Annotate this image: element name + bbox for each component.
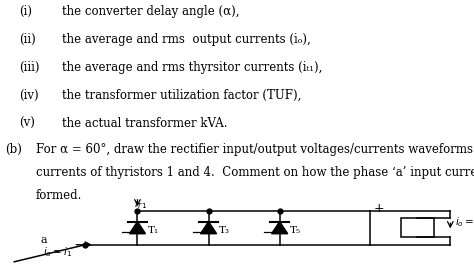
Text: formed.: formed. [36,189,82,202]
Text: (v): (v) [19,117,35,130]
Text: T₃: T₃ [219,226,230,235]
Polygon shape [129,222,146,234]
Text: T₁: T₁ [148,226,159,235]
Text: For α = 60°, draw the rectifier input/output voltages/currents waveforms and the: For α = 60°, draw the rectifier input/ou… [36,143,474,156]
Text: the transformer utilization factor (TUF),: the transformer utilization factor (TUF)… [62,89,301,102]
Text: the actual transformer kVA.: the actual transformer kVA. [62,117,227,130]
Polygon shape [272,222,288,234]
Bar [401,218,434,237]
Text: +: + [374,202,384,215]
Text: a: a [40,235,47,245]
Text: (iv): (iv) [19,89,38,102]
Text: (iii): (iii) [19,61,39,74]
Text: $i_a = i_1$: $i_a = i_1$ [43,245,72,259]
Text: currents of thyristors 1 and 4.  Comment on how the phase ‘a’ input current is: currents of thyristors 1 and 4. Comment … [36,166,474,179]
Text: the converter delay angle (α),: the converter delay angle (α), [62,5,239,18]
Text: $i_o = I_a$: $i_o = I_a$ [455,215,474,229]
Text: $i_{T1}$: $i_{T1}$ [134,197,147,211]
Text: (ii): (ii) [19,33,36,46]
Text: (b): (b) [5,143,22,156]
Text: T₅: T₅ [290,226,301,235]
Text: the average and rms thyrsitor currents (iₜ₁),: the average and rms thyrsitor currents (… [62,61,322,74]
Text: (i): (i) [19,5,32,18]
Polygon shape [201,222,217,234]
Text: the average and rms  output currents (iₒ),: the average and rms output currents (iₒ)… [62,33,310,46]
